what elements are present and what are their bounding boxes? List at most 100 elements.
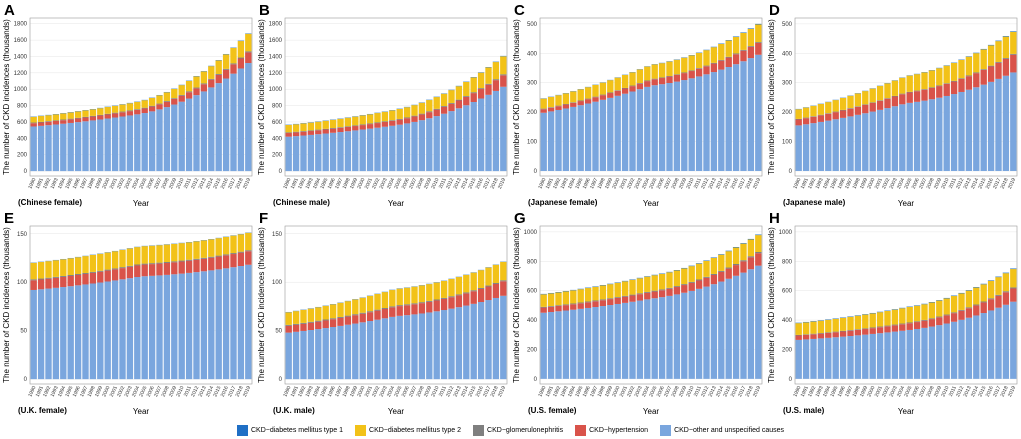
bar-segment-glomerulonephritis: 1990 CKD−glomerulonephritis: 4.0 <box>795 334 802 336</box>
bar-segment-glomerulonephritis: 2008 CKD−glomerulonephritis: 9.4 <box>163 101 171 102</box>
y-tick-label: 1200 <box>14 71 28 77</box>
bar-segment-other: 2017 CKD−other and unspecified causes: 8… <box>485 300 492 380</box>
bar-stack-1991: 1991 CKD−other and unspecified causes: 4… <box>292 310 300 380</box>
y-tick-label: 500 <box>782 22 793 28</box>
bar-segment-glomerulonephritis: 1991 CKD−glomerulonephritis: 4.0 <box>802 334 810 335</box>
bar-segment-dm2: 1998 CKD−diabetes mellitus type 2: 14.9 <box>344 301 352 316</box>
bar-segment-glomerulonephritis: 1999 CKD−glomerulonephritis: 1.0 <box>97 270 104 272</box>
bar-segment-other: 2001 CKD−other and unspecified causes: 2… <box>621 93 629 171</box>
x-tick-label: 1998 <box>597 385 607 398</box>
bar-segment-glomerulonephritis: 1998 CKD−glomerulonephritis: 8.5 <box>89 115 97 117</box>
bar-segment-hypertension: 1990 CKD−hypertension: 30.0 <box>795 335 802 340</box>
bar-segment-hypertension: 2005 CKD−hypertension: 12.0 <box>141 264 148 277</box>
bar-stack-2006: 2006 CKD−other and unspecified causes: 2… <box>658 62 666 171</box>
x-tick-label: 1992 <box>807 177 817 190</box>
bar-segment-glomerulonephritis: 2017 CKD−glomerulonephritis: 1.0 <box>230 253 237 255</box>
bar-segment-dm2: 2001 CKD−diabetes mellitus type 2: 99.1 <box>621 281 629 296</box>
bar-segment-dm2: 2002 CKD−diabetes mellitus type 2: 16.1 <box>374 294 381 310</box>
bar-segment-hypertension: 1990 CKD−hypertension: 20.0 <box>795 119 802 126</box>
bar-segment-dm2: 1996 CKD−diabetes mellitus type 2: 14.4 <box>329 304 337 319</box>
bar-segment-other: 1991 CKD−other and unspecified causes: 4… <box>292 136 300 172</box>
x-tick-label: 2002 <box>116 177 126 190</box>
panel-name: (Japanese male) <box>783 198 846 207</box>
bar-segment-hypertension: 2019 CKD−hypertension: 85.0 <box>755 253 762 266</box>
bar-segment-glomerulonephritis: 2018 CKD−glomerulonephritis: 11.7 <box>492 79 500 81</box>
bar-segment-dm2: 2010 CKD−diabetes mellitus type 2: 119.8 <box>178 85 185 95</box>
bar-segment-glomerulonephritis: 1994 CKD−glomerulonephritis: 4.2 <box>825 332 832 333</box>
bar-stack-1990: 1990 CKD−other and unspecified causes: 4… <box>285 311 292 380</box>
bar-segment-glomerulonephritis: 1990 CKD−glomerulonephritis: 1.0 <box>285 324 292 326</box>
bar-segment-other: 2014 CKD−other and unspecified causes: 7… <box>463 305 470 380</box>
bar-segment-hypertension: 2001 CKD−hypertension: 17.6 <box>621 88 629 94</box>
bar-stack-1995: 1995 CKD−other and unspecified causes: 2… <box>832 318 839 379</box>
y-tick-label: 0 <box>24 377 28 383</box>
bar-stack-2008: 2008 CKD−other and unspecified causes: 2… <box>928 70 936 171</box>
bar-segment-hypertension: 2006 CKD−hypertension: 10.2 <box>403 305 411 316</box>
bar-segment-glomerulonephritis: 2016 CKD−glomerulonephritis: 7.4 <box>732 264 740 266</box>
y-axis-label: The number of CKD incidences (thousands) <box>257 19 266 175</box>
bar-segment-other: 2011 CKD−other and unspecified causes: 7… <box>440 113 448 172</box>
bar-segment-hypertension: 2002 CKD−hypertension: 41.8 <box>884 326 891 333</box>
bar-segment-other: 2006 CKD−other and unspecified causes: 3… <box>913 328 921 379</box>
bar-segment-dm2: 2014 CKD−diabetes mellitus type 2: 155.0 <box>208 66 215 79</box>
bar-segment-dm2: 2000 CKD−diabetes mellitus type 2: 42.8 <box>614 77 621 91</box>
bar-segment-dm2: 2010 CKD−diabetes mellitus type 2: 109.8 <box>943 298 950 315</box>
bar-segment-hypertension: 1994 CKD−hypertension: 43.2 <box>60 120 67 124</box>
bar-segment-other: 1998 CKD−other and unspecified causes: 2… <box>599 99 607 171</box>
x-tick-label: 2007 <box>408 177 418 190</box>
bar-segment-other: 2006 CKD−other and unspecified causes: 5… <box>658 297 666 379</box>
bar-segment-dm2: 2017 CKD−diabetes mellitus type 2: 199.1 <box>485 67 492 84</box>
bar-segment-hypertension: 2004 CKD−hypertension: 11.9 <box>134 265 141 278</box>
x-tick-label: 2014 <box>715 177 725 190</box>
plot-background <box>285 18 507 176</box>
y-tick-label: 150 <box>17 232 28 238</box>
bar-segment-hypertension: 2005 CKD−hypertension: 35.4 <box>906 92 913 103</box>
bar-segment-dm2: 2002 CKD−diabetes mellitus type 2: 17.8 <box>119 249 126 268</box>
x-tick-label: 1990 <box>27 385 37 398</box>
bar-segment-dm2: 2001 CKD−diabetes mellitus type 2: 97.6 <box>876 312 884 327</box>
bar-segment-dm2: 2013 CKD−diabetes mellitus type 2: 145.1 <box>200 71 208 84</box>
bar-segment-other: 2018 CKD−other and unspecified causes: 3… <box>1002 75 1010 171</box>
bar-segment-dm2: 2008 CKD−diabetes mellitus type 2: 133.2 <box>418 102 426 114</box>
x-axis-label: Year <box>388 407 405 416</box>
x-axis-label: Year <box>898 199 915 208</box>
bar-stack-2002: 2002 CKD−other and unspecified causes: 1… <box>119 249 126 380</box>
x-tick-label: 1995 <box>829 385 839 398</box>
bar-segment-dm2: 2018 CKD−diabetes mellitus type 2: 209.3 <box>492 62 500 80</box>
bar-segment-dm2: 1997 CKD−diabetes mellitus type 2: 90.2 <box>847 316 854 331</box>
x-tick-label: 2000 <box>866 177 876 190</box>
bar-segment-dm2: 2004 CKD−diabetes mellitus type 2: 118.7 <box>389 110 396 121</box>
x-tick-label: 2008 <box>671 177 681 190</box>
x-tick-label: 2007 <box>153 177 163 190</box>
bar-segment-other: 2009 CKD−other and unspecified causes: 6… <box>426 312 433 380</box>
bar-segment-glomerulonephritis: 1990 CKD−glomerulonephritis: 5.0 <box>540 306 547 308</box>
bar-segment-hypertension: 2004 CKD−hypertension: 34.3 <box>899 94 906 105</box>
bar-segment-hypertension: 2017 CKD−hypertension: 14.0 <box>485 286 492 301</box>
bar-segment-dm2: 1997 CKD−diabetes mellitus type 2: 17.4 <box>82 256 89 273</box>
x-tick-label: 2006 <box>911 385 921 398</box>
bar-segment-dm2: 2001 CKD−diabetes mellitus type 2: 111.1 <box>366 114 374 124</box>
bar-segment-glomerulonephritis: 2012 CKD−glomerulonephritis: 5.7 <box>958 309 965 311</box>
bar-segment-hypertension: 1990 CKD−hypertension: 10.0 <box>30 280 37 290</box>
x-tick-label: 2002 <box>626 177 636 190</box>
bar-segment-dm2: 1991 CKD−diabetes mellitus type 2: 13.2 <box>292 311 300 324</box>
bar-segment-dm2: 1995 CKD−diabetes mellitus type 2: 86.9 <box>832 318 839 332</box>
bar-segment-other: 2003 CKD−other and unspecified causes: 3… <box>891 331 899 379</box>
bar-stack-2018: 2018 CKD−other and unspecified causes: 1… <box>237 40 245 172</box>
bar-stack-1998: 1998 CKD−other and unspecified causes: 4… <box>344 117 352 172</box>
bar-segment-hypertension: 2000 CKD−hypertension: 29.4 <box>869 102 876 112</box>
bar-segment-glomerulonephritis: 1998 CKD−glomerulonephritis: 5.5 <box>599 299 607 301</box>
bar-segment-dm2: 2012 CKD−diabetes mellitus type 2: 62.3 <box>958 59 965 79</box>
bar-segment-hypertension: 2001 CKD−hypertension: 30.6 <box>876 100 884 110</box>
bar-segment-glomerulonephritis: 2019 CKD−glomerulonephritis: 8.0 <box>755 252 762 254</box>
bar-segment-dm2: 2002 CKD−diabetes mellitus type 2: 100.7 <box>629 279 636 295</box>
bar-segment-glomerulonephritis: 2005 CKD−glomerulonephritis: 2.0 <box>906 91 913 93</box>
bar-segment-hypertension: 1990 CKD−hypertension: 35.0 <box>540 307 547 313</box>
bar-segment-other: 2003 CKD−other and unspecified causes: 5… <box>636 300 644 379</box>
x-tick-label: 2004 <box>131 385 141 398</box>
bar-segment-hypertension: 2015 CKD−hypertension: 50.1 <box>980 69 987 85</box>
bar-segment-dm2: 2015 CKD−diabetes mellitus type 2: 18.0 <box>215 238 222 256</box>
bar-segment-other: 1995 CKD−other and unspecified causes: 5… <box>67 122 74 172</box>
x-tick-label: 1992 <box>42 177 52 190</box>
bar-segment-glomerulonephritis: 1995 CKD−glomerulonephritis: 8.3 <box>67 118 74 120</box>
